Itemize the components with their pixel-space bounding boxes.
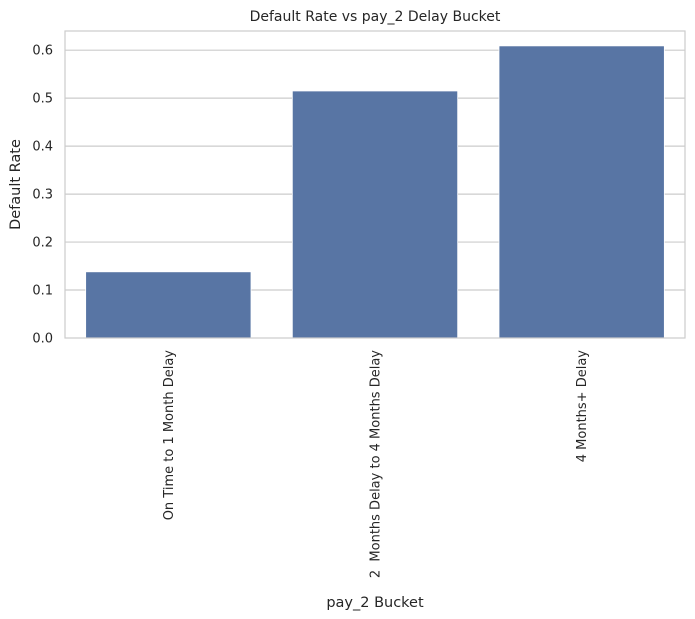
- x-axis-label: pay_2 Bucket: [326, 595, 424, 611]
- x-tick-label: 4 Months+ Delay: [575, 350, 590, 463]
- y-tick-label: 0.6: [32, 44, 53, 59]
- chart-title: Default Rate vs pay_2 Delay Bucket: [250, 9, 501, 25]
- y-tick-labels: 0.0 0.1 0.2 0.3 0.4 0.5 0.6: [32, 44, 53, 347]
- y-axis-label: Default Rate: [8, 139, 24, 230]
- y-tick-label: 0.1: [32, 284, 53, 299]
- plot-frame: [64, 30, 686, 339]
- y-tick-label: 0.2: [32, 236, 53, 251]
- x-tick-label: 2 Months Delay to 4 Months Delay: [369, 350, 384, 578]
- y-tick-label: 0.0: [32, 332, 53, 347]
- y-tick-label: 0.5: [32, 92, 53, 107]
- bar: [85, 271, 252, 339]
- bars: [85, 45, 665, 339]
- x-tick-labels: On Time to 1 Month Delay 2 Months Delay t…: [162, 350, 590, 578]
- x-tick-label: On Time to 1 Month Delay: [162, 350, 177, 521]
- y-tick-label: 0.3: [32, 188, 53, 203]
- bar: [291, 90, 459, 339]
- y-tick-label: 0.4: [32, 140, 53, 155]
- bar: [498, 45, 665, 339]
